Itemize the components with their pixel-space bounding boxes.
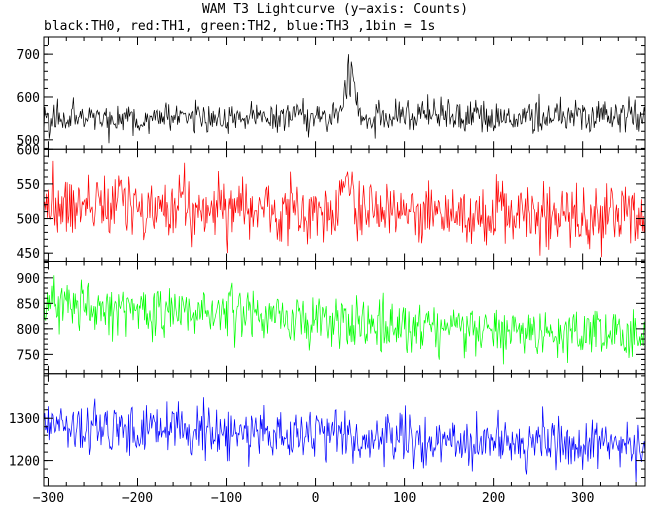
series-line-th2 [44, 275, 645, 365]
panel-th1: 450 500 550 600 [17, 143, 646, 262]
panels-layer: 5006007004505005506007508008509001200130… [9, 36, 646, 505]
y-tick-label: 500 [17, 213, 40, 228]
panel-th3: 1200 1300 [9, 373, 646, 487]
series-line-th3 [44, 397, 645, 483]
y-tick-label: 700 [17, 48, 40, 63]
chart-title: WAM T3 Lightcurve (y−axis: Counts) [202, 2, 468, 17]
y-tick-label: 850 [17, 297, 40, 312]
panel-frame [43, 148, 646, 262]
x-tick-label: −200 [122, 491, 153, 505]
y-tick-label: 750 [17, 348, 40, 363]
x-tick-label: 0 [312, 491, 320, 505]
panel-frame [43, 261, 646, 375]
x-tick-label: −300 [33, 491, 64, 505]
chart-subtitle: black:TH0, red:TH1, green:TH2, blue:TH3 … [44, 19, 435, 34]
panel-frame [43, 36, 646, 150]
series-line-th1 [44, 160, 645, 258]
y-tick-label: 550 [17, 178, 40, 193]
x-tick-label: 100 [393, 491, 416, 505]
y-tick-label: 1300 [9, 412, 40, 427]
y-tick-label: 450 [17, 247, 40, 262]
y-tick-label: 900 [17, 272, 40, 287]
series-line-th0 [44, 54, 645, 144]
y-tick-label: 600 [17, 91, 40, 106]
y-tick-label: 1200 [9, 455, 40, 470]
x-tick-label: 200 [482, 491, 505, 505]
y-tick-label: 800 [17, 323, 40, 338]
panel-th2: 750 800 850 900 [17, 261, 646, 375]
panel-frame [43, 373, 646, 487]
y-tick-label: 500 [17, 134, 40, 149]
y-tick-label: 600 [17, 143, 40, 158]
x-tick-label: 300 [571, 491, 594, 505]
x-tick-label: −100 [211, 491, 242, 505]
panel-th0: 500 600 700 [17, 36, 646, 150]
